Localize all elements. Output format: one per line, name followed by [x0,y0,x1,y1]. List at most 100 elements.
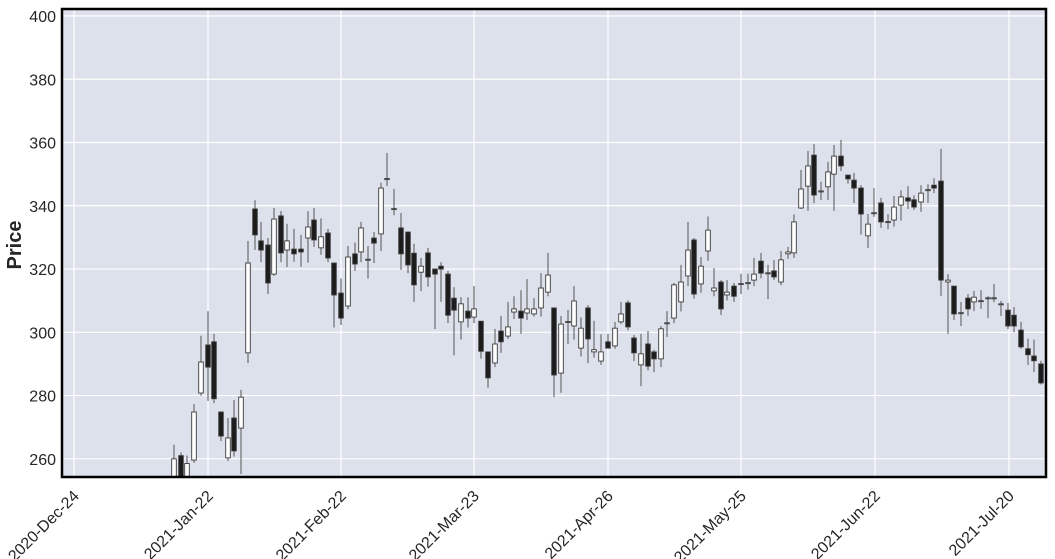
candle-body-up [705,229,711,252]
candle [651,349,657,373]
candle-body-up [971,296,977,303]
candle-body-up [458,303,464,323]
candle-body-down [1025,348,1031,356]
candle [738,273,744,295]
candle-body-up [345,256,351,307]
candle [751,257,757,287]
candle-body-up [284,240,290,251]
candle-body-up [524,308,530,314]
candle-body-down [758,260,764,274]
candle [331,262,337,328]
candle [1031,339,1037,373]
candle [191,404,197,463]
candle-body-up [365,258,371,261]
candle [258,221,264,263]
candle-body-down [338,292,344,319]
candle [931,178,937,194]
candle-body-up [238,396,244,429]
candle-body-up [358,227,364,253]
candle [578,317,584,357]
candle [971,290,977,312]
candle-body-up [318,236,324,249]
candle [218,411,224,442]
candle [1005,302,1011,330]
candle [765,264,771,300]
candle [325,228,331,263]
candle [985,296,991,319]
candle [531,298,537,317]
candle [598,334,604,365]
candle [911,195,917,210]
candle [945,274,951,334]
candle-body-down [1005,309,1011,327]
candle [978,290,984,309]
candle [445,270,451,324]
candle [991,283,997,303]
candle [432,268,438,330]
candle-body-up [565,321,571,323]
candle [391,189,397,216]
x-tick-label: 2021-Mar-23 [406,488,483,559]
candle-body-up [898,196,904,206]
candle-body-down [1011,314,1017,327]
candle-body-down [851,179,857,189]
candle-body-down [411,252,417,286]
candle-body-down [398,227,404,255]
candle [745,273,751,290]
candle-body-up [618,313,624,323]
candle [352,242,358,271]
x-tick-label: 2021-Apr-26 [542,488,617,559]
candle [398,213,404,270]
candle [938,148,944,296]
candle-body-down [211,341,217,400]
candle [845,174,851,184]
candle-body-up [184,463,190,478]
candle-body-up [945,279,951,283]
candle-body-down [551,307,557,376]
y-tick-label: 260 [29,452,56,469]
candle-body-down [325,232,331,259]
candle-body-up [925,189,931,192]
candle-body-down [838,155,844,167]
candle-body-up [765,272,771,275]
plot-area [62,9,1046,477]
candle [245,240,251,363]
candle-body-down [298,248,304,253]
candle [458,297,464,340]
candle-body-up [658,328,664,360]
candle [198,335,204,396]
y-axis-ticks: 260 280 300 320 340 360 380 400 [29,9,56,469]
candle-body-down [258,240,264,251]
candle-body-up [531,308,537,315]
candle [678,264,684,312]
candle-body-up [831,155,837,175]
candle-body-down [691,239,697,295]
candle [371,232,377,264]
candle-body-up [384,178,390,181]
candle [225,418,231,462]
candle-body-up [305,226,311,239]
candle [291,228,297,262]
candle [505,301,511,339]
candle-body-up [198,361,204,394]
candle [265,238,271,295]
candle-body-up [998,303,1004,306]
candle-body-up [505,326,511,337]
candle-body-down [625,302,631,328]
candle [405,231,411,274]
candle-body-down [858,187,864,215]
candle [465,297,471,328]
candle [778,251,784,286]
candle-body-down [178,455,184,478]
y-tick-label: 300 [29,325,56,342]
candle-body-up [865,223,871,237]
candle-body-up [598,351,604,362]
candle-body-up [591,349,597,353]
candle [965,294,971,316]
candle [771,260,777,281]
y-tick-label: 360 [29,136,56,153]
candle [178,452,184,478]
candle-body-up [985,297,991,300]
x-tick-label: 2021-Jun-22 [808,488,884,559]
candle [485,351,491,388]
